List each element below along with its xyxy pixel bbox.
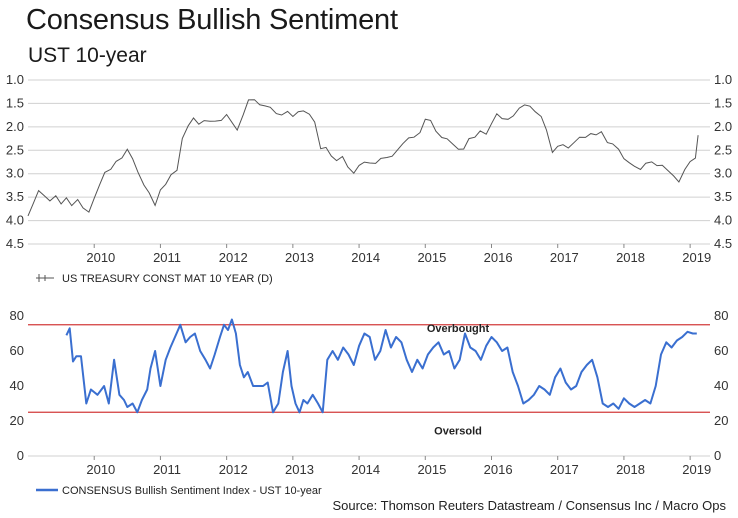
- sentiment-chart: 0 0 20 20 40 40 60 60 80 80 2010 2011 2012 2013 2014 20…: [10, 308, 729, 477]
- oversold-label: Oversold: [434, 425, 482, 437]
- sentiment-x-tick: 2013: [285, 462, 314, 477]
- sentiment-y-tick-left: 0: [17, 448, 24, 463]
- sentiment-y-tick-right: 60: [714, 343, 728, 358]
- sentiment-legend: CONSENSUS Bullish Sentiment Index - UST …: [36, 485, 322, 497]
- yield-y-tick-right: 4.5: [714, 236, 732, 251]
- yield-x-tick: 2017: [550, 250, 579, 265]
- sentiment-x-tick: 2018: [616, 462, 645, 477]
- yield-x-tick: 2011: [153, 250, 181, 265]
- sentiment-y-tick-right: 40: [714, 378, 728, 393]
- yield-y-tick-right: 3.5: [714, 189, 732, 204]
- sentiment-y-tick-right: 80: [714, 308, 728, 323]
- yield-y-tick-left: 4.5: [6, 236, 24, 251]
- yield-legend: US TREASURY CONST MAT 10 YEAR (D): [36, 273, 273, 285]
- yield-y-tick-left: 3.0: [6, 166, 24, 181]
- yield-y-tick-left: 2.5: [6, 142, 24, 157]
- sentiment-x-tick: 2019: [682, 462, 711, 477]
- yield-y-tick-right: 1.0: [714, 72, 732, 87]
- yield-y-tick-left: 1.5: [6, 95, 24, 110]
- yield-x-tick: 2015: [417, 250, 446, 265]
- source-note: Source: Thomson Reuters Datastream / Con…: [332, 498, 726, 513]
- sentiment-legend-label: CONSENSUS Bullish Sentiment Index - UST …: [62, 485, 322, 497]
- yield-chart: 1.0 1.0 1.5 1.5 2.0 2.0 2.5 2.5 3.0 3.0 3.5 3.5 4.0 4…: [6, 72, 732, 265]
- yield-legend-swatch: [36, 274, 54, 282]
- yield-x-tick: 2013: [285, 250, 314, 265]
- sentiment-y-tick-right: 0: [714, 448, 721, 463]
- yield-y-tick-left: 3.5: [6, 189, 24, 204]
- sentiment-series-line: [65, 318, 697, 414]
- sentiment-x-tick: 2010: [86, 462, 115, 477]
- sentiment-y-tick-left: 40: [10, 378, 24, 393]
- chart-subtitle: UST 10-year: [28, 44, 147, 67]
- sentiment-x-tick: 2012: [219, 462, 248, 477]
- yield-y-tick-right: 3.0: [714, 166, 732, 181]
- yield-y-tick-right: 2.0: [714, 119, 732, 134]
- sentiment-y-tick-right: 20: [714, 413, 728, 428]
- yield-y-tick-right: 2.5: [714, 142, 732, 157]
- sentiment-y-tick-left: 80: [10, 308, 24, 323]
- yield-y-tick-right: 1.5: [714, 95, 732, 110]
- sentiment-x-tick: 2015: [417, 462, 446, 477]
- sentiment-y-tick-left: 60: [10, 343, 24, 358]
- yield-x-tick: 2018: [616, 250, 645, 265]
- yield-y-tick-right: 4.0: [714, 213, 732, 228]
- yield-x-tick: 2010: [86, 250, 115, 265]
- yield-y-tick-left: 1.0: [6, 72, 24, 87]
- yield-x-tick: 2016: [484, 250, 513, 265]
- sentiment-x-tick: 2017: [550, 462, 579, 477]
- overbought-label: Overbought: [427, 323, 490, 335]
- sentiment-x-tick: 2014: [351, 462, 380, 477]
- yield-x-tick: 2014: [351, 250, 380, 265]
- chart-title: Consensus Bullish Sentiment: [26, 4, 398, 36]
- sentiment-y-tick-left: 20: [10, 413, 24, 428]
- yield-legend-label: US TREASURY CONST MAT 10 YEAR (D): [62, 273, 273, 285]
- yield-x-tick: 2012: [219, 250, 248, 265]
- yield-y-tick-left: 2.0: [6, 119, 24, 134]
- yield-x-tick: 2019: [682, 250, 711, 265]
- sentiment-x-tick: 2011: [153, 462, 181, 477]
- yield-y-tick-left: 4.0: [6, 213, 24, 228]
- yield-series-line: [27, 99, 699, 217]
- sentiment-x-tick: 2016: [484, 462, 513, 477]
